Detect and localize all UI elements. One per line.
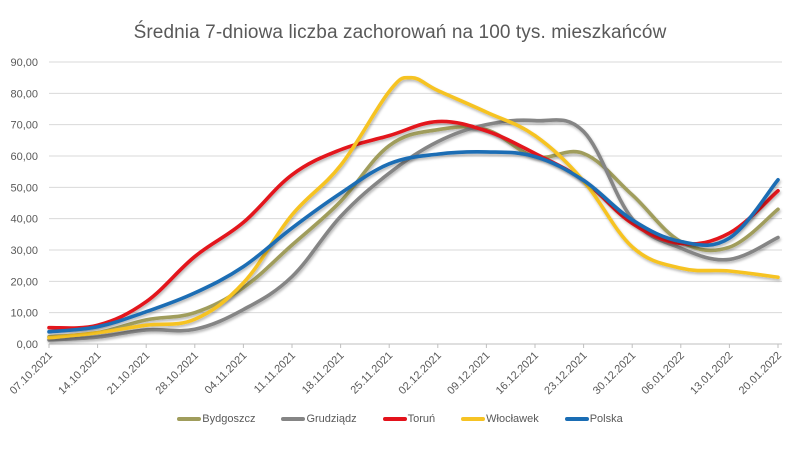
- x-tick-label: 13.01.2022: [688, 350, 735, 397]
- x-axis-labels: 07.10.2021 14.10.2021 21.10.2021 28.10.2021…: [8, 350, 784, 397]
- legend-label: Toruń: [407, 413, 436, 425]
- x-tick-label: 06.01.2022: [640, 350, 687, 397]
- y-tick-label: 90,00: [10, 57, 38, 69]
- y-tick-label: 0,00: [17, 339, 38, 351]
- legend-swatch: [177, 417, 202, 421]
- series-line-wocawek: [47, 75, 780, 340]
- y-tick-label: 30,00: [10, 245, 38, 257]
- legend-item-grudziadz: Grudziądz: [281, 413, 357, 425]
- legend-swatch: [281, 417, 306, 421]
- y-tick-label: 70,00: [10, 120, 38, 132]
- legend-label: Grudziądz: [306, 413, 357, 425]
- legend-item-bydgoszcz: Bydgoszcz: [177, 413, 255, 425]
- y-axis-labels: 0,00 10,00 20,00 30,00 40,00 50,00 60,00 70,00 8…: [10, 57, 38, 351]
- legend-label: Bydgoszcz: [202, 413, 256, 425]
- x-tick-label: 20.01.2022: [737, 350, 784, 397]
- legend-item-torun: Toruń: [382, 413, 436, 425]
- y-tick-label: 20,00: [10, 276, 38, 288]
- y-tick-label: 10,00: [10, 308, 38, 320]
- series-lines: [47, 75, 780, 342]
- legend-item-wocawek: Włocławek: [461, 413, 539, 425]
- x-tick-label: 07.10.2021: [8, 350, 55, 397]
- x-tick-label: 16.12.2021: [494, 350, 541, 397]
- x-tick-label: 18.11.2021: [300, 350, 347, 397]
- y-tick-label: 80,00: [10, 88, 38, 100]
- series-line-torun: [47, 119, 780, 330]
- x-tick-label: 21.10.2021: [105, 350, 152, 397]
- legend-item-polska: Polska: [564, 413, 623, 425]
- x-tick-label: 14.10.2021: [56, 350, 103, 397]
- series-line-polska: [47, 149, 780, 334]
- y-tick-label: 40,00: [10, 214, 38, 226]
- legend-swatch: [461, 417, 486, 421]
- x-tick-label: 11.11.2021: [252, 350, 298, 396]
- legend-swatch: [382, 417, 407, 421]
- chart-title: Średnia 7-dniowa liczba zachorowań na 10…: [133, 22, 667, 43]
- x-tick-label: 25.11.2021: [348, 350, 395, 397]
- y-tick-label: 60,00: [10, 151, 38, 163]
- x-tick-label: 23.12.2021: [542, 350, 589, 397]
- legend-label: Polska: [589, 413, 623, 425]
- legend-swatch: [564, 417, 589, 421]
- series-line-bydgoszcz: [47, 124, 780, 339]
- legend-label: Włocławek: [486, 413, 539, 425]
- x-tick-label: 30.12.2021: [591, 350, 638, 397]
- y-tick-label: 50,00: [10, 182, 38, 194]
- x-tick-label: 09.12.2021: [445, 350, 492, 397]
- legend: Bydgoszcz Grudziądz Toruń Włocławek Polska: [0, 413, 800, 425]
- x-tick-label: 28.10.2021: [154, 350, 201, 397]
- gridlines: [48, 61, 782, 348]
- x-tick-label: 04.11.2021: [203, 350, 250, 397]
- x-tick-label: 02.12.2021: [397, 350, 444, 397]
